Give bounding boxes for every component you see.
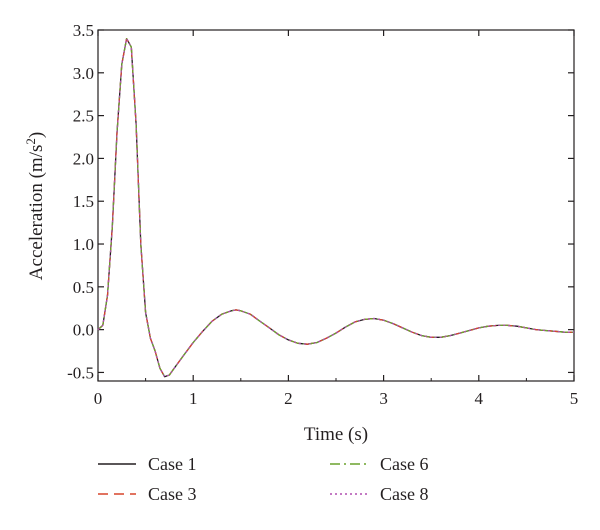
y-axis-title: Acceleration (m/s2) bbox=[23, 132, 47, 280]
series-line-case-6 bbox=[97, 37, 574, 378]
x-tick-label: 1 bbox=[189, 389, 198, 408]
y-tick-label: 2.0 bbox=[73, 149, 94, 168]
x-tick-label: 3 bbox=[379, 389, 388, 408]
x-tick-label: 0 bbox=[94, 389, 103, 408]
y-axis-title-main: Acceleration (m/s bbox=[26, 145, 47, 281]
y-tick-label: 1.5 bbox=[73, 192, 94, 211]
x-tick-label: 4 bbox=[475, 389, 484, 408]
y-tick-label: 3.0 bbox=[73, 64, 94, 83]
y-tick-label: 1.0 bbox=[73, 235, 94, 254]
y-tick-label: 0.0 bbox=[73, 321, 94, 340]
y-tick-label: 0.5 bbox=[73, 278, 94, 297]
x-tick-label: 5 bbox=[570, 389, 579, 408]
y-axis-title-superscript: 2 bbox=[23, 138, 38, 145]
legend-label-case-1: Case 1 bbox=[148, 454, 197, 474]
plot-frame bbox=[97, 29, 575, 382]
x-tick-label: 2 bbox=[284, 389, 293, 408]
series-line-case-8 bbox=[97, 37, 574, 378]
legend-label-case-6: Case 6 bbox=[380, 454, 429, 474]
x-axis-title: Time (s) bbox=[304, 424, 368, 445]
legend-label-case-3: Case 3 bbox=[148, 484, 197, 504]
legend-label-case-8: Case 8 bbox=[380, 484, 429, 504]
y-tick-label: 3.5 bbox=[73, 21, 94, 40]
y-axis-title-close: ) bbox=[26, 132, 47, 138]
legend: Case 1 Case 3 Case 6 Case 8 bbox=[98, 454, 429, 504]
y-tick-label: 2.5 bbox=[73, 107, 94, 126]
y-tick-label: -0.5 bbox=[67, 363, 94, 382]
